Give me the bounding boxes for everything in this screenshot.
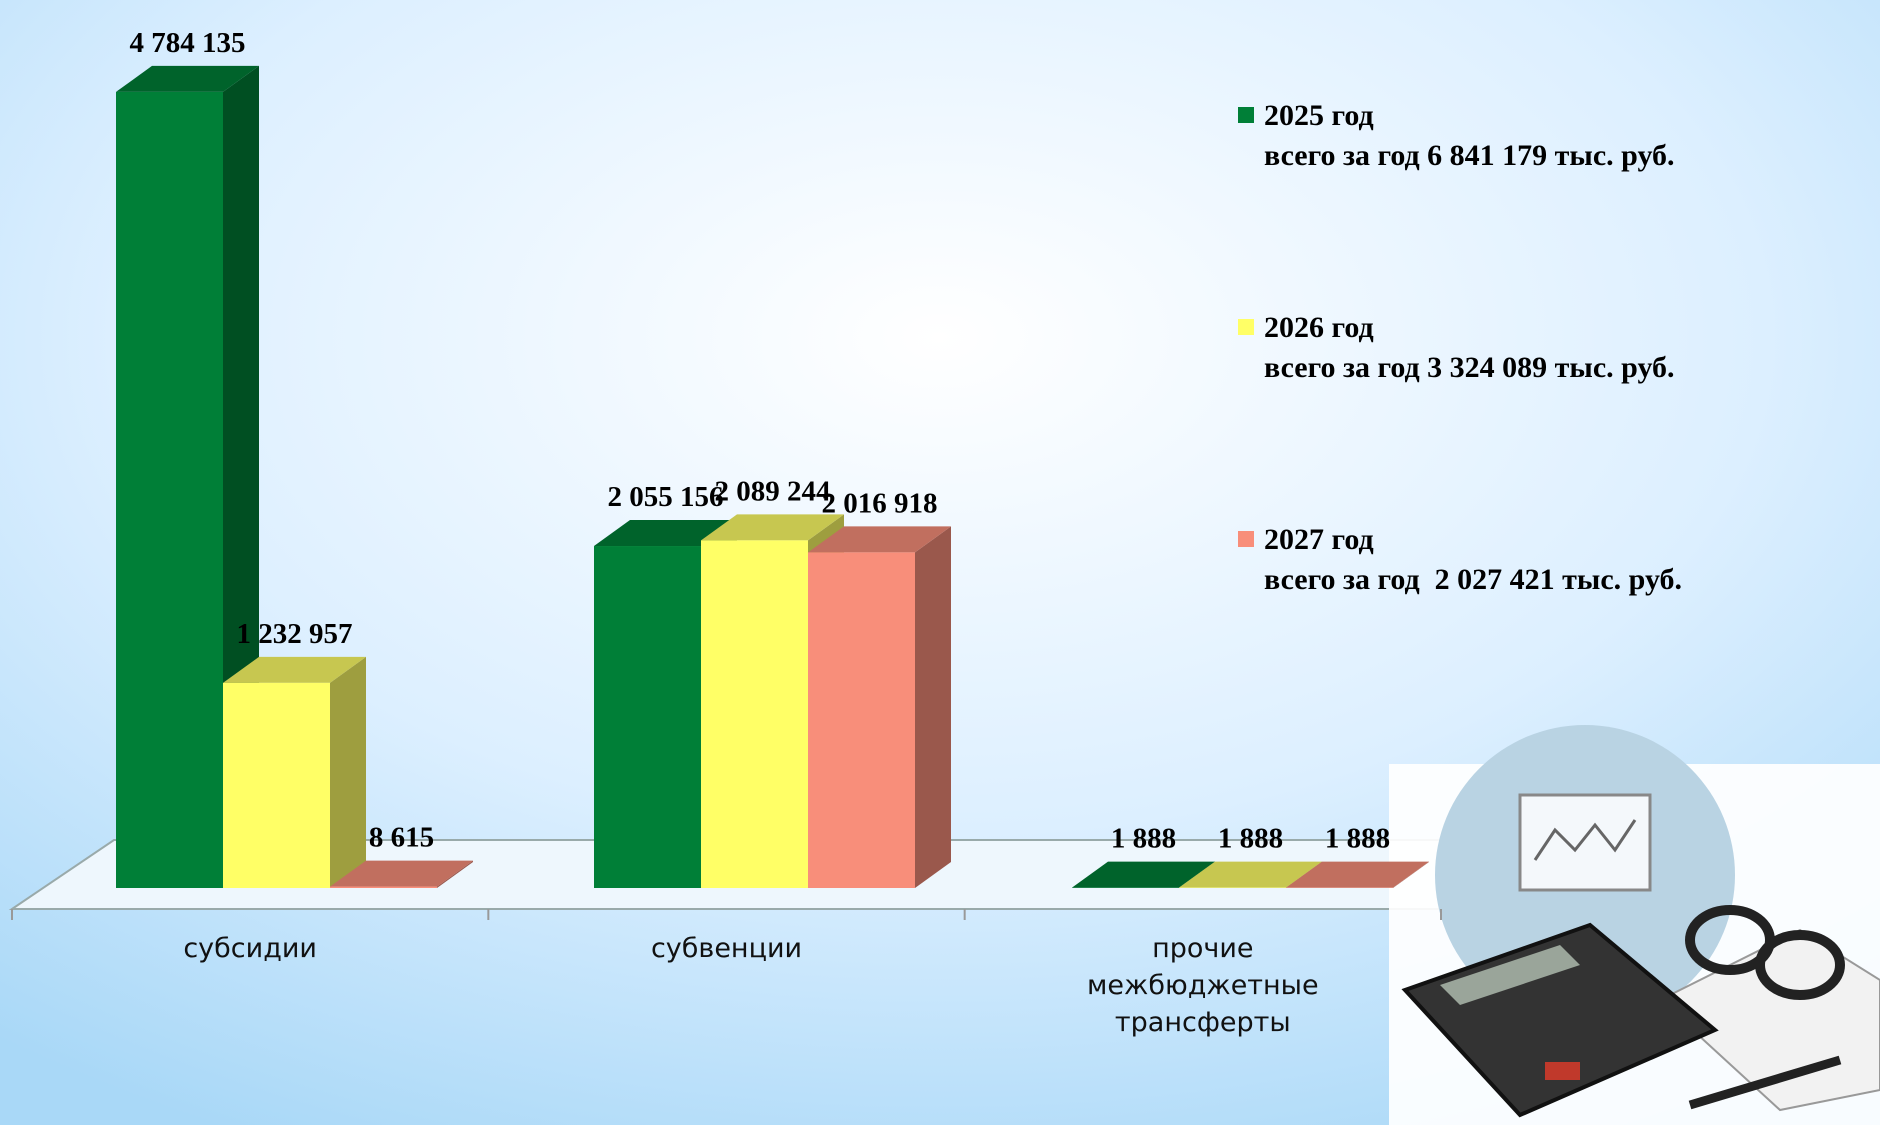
bar <box>223 682 330 888</box>
x-tick-label: субсидии <box>183 933 317 964</box>
legend-swatch <box>1238 531 1254 547</box>
bar <box>808 552 915 888</box>
legend-total: всего за год 2 027 421 тыс. руб. <box>1264 563 1682 596</box>
bar-top <box>1286 861 1429 888</box>
x-tick-label-box: субсидии <box>183 933 317 964</box>
bar-top <box>1179 861 1322 888</box>
bar <box>701 540 808 888</box>
bar-top <box>116 65 259 92</box>
bar-top <box>808 526 951 553</box>
value-label: 2 089 244 <box>715 475 831 507</box>
legend-swatch <box>1238 107 1254 123</box>
x-tick-label-box: субвенции <box>650 933 803 964</box>
bar-top <box>594 520 737 547</box>
bar <box>594 546 701 888</box>
value-label: 1 232 957 <box>237 618 353 650</box>
legend-label: 2026 год <box>1264 311 1374 344</box>
bar-side <box>437 860 473 888</box>
bar-side <box>330 656 366 888</box>
value-label: 8 615 <box>369 822 434 854</box>
x-tick-label: прочие межбюджетные трансферты <box>1087 933 1319 1038</box>
value-label: 2 055 156 <box>608 481 724 513</box>
value-label: 2 016 918 <box>822 487 938 519</box>
legend-total: всего за год 6 841 179 тыс. руб. <box>1264 139 1675 172</box>
bar-side <box>1393 861 1429 888</box>
value-label: 1 888 <box>1325 823 1390 855</box>
bar-top <box>701 514 844 541</box>
bar-top <box>330 860 473 887</box>
value-label: 1 888 <box>1111 823 1176 855</box>
bar <box>330 886 437 888</box>
value-label: 1 888 <box>1218 823 1283 855</box>
bar-top <box>1072 861 1215 888</box>
x-tick-label-box: прочие межбюджетные трансферты <box>1087 933 1319 1038</box>
legend-swatch <box>1238 319 1254 335</box>
legend-total: всего за год 3 324 089 тыс. руб. <box>1264 351 1675 384</box>
legend-label: 2027 год <box>1264 523 1374 556</box>
value-label: 4 784 135 <box>130 27 246 59</box>
bar-top <box>223 656 366 683</box>
x-tick-label: субвенции <box>650 933 803 964</box>
legend-label: 2025 год <box>1264 99 1374 132</box>
bar <box>116 91 223 889</box>
bar-side <box>915 526 951 888</box>
clipart <box>1389 725 1880 1125</box>
